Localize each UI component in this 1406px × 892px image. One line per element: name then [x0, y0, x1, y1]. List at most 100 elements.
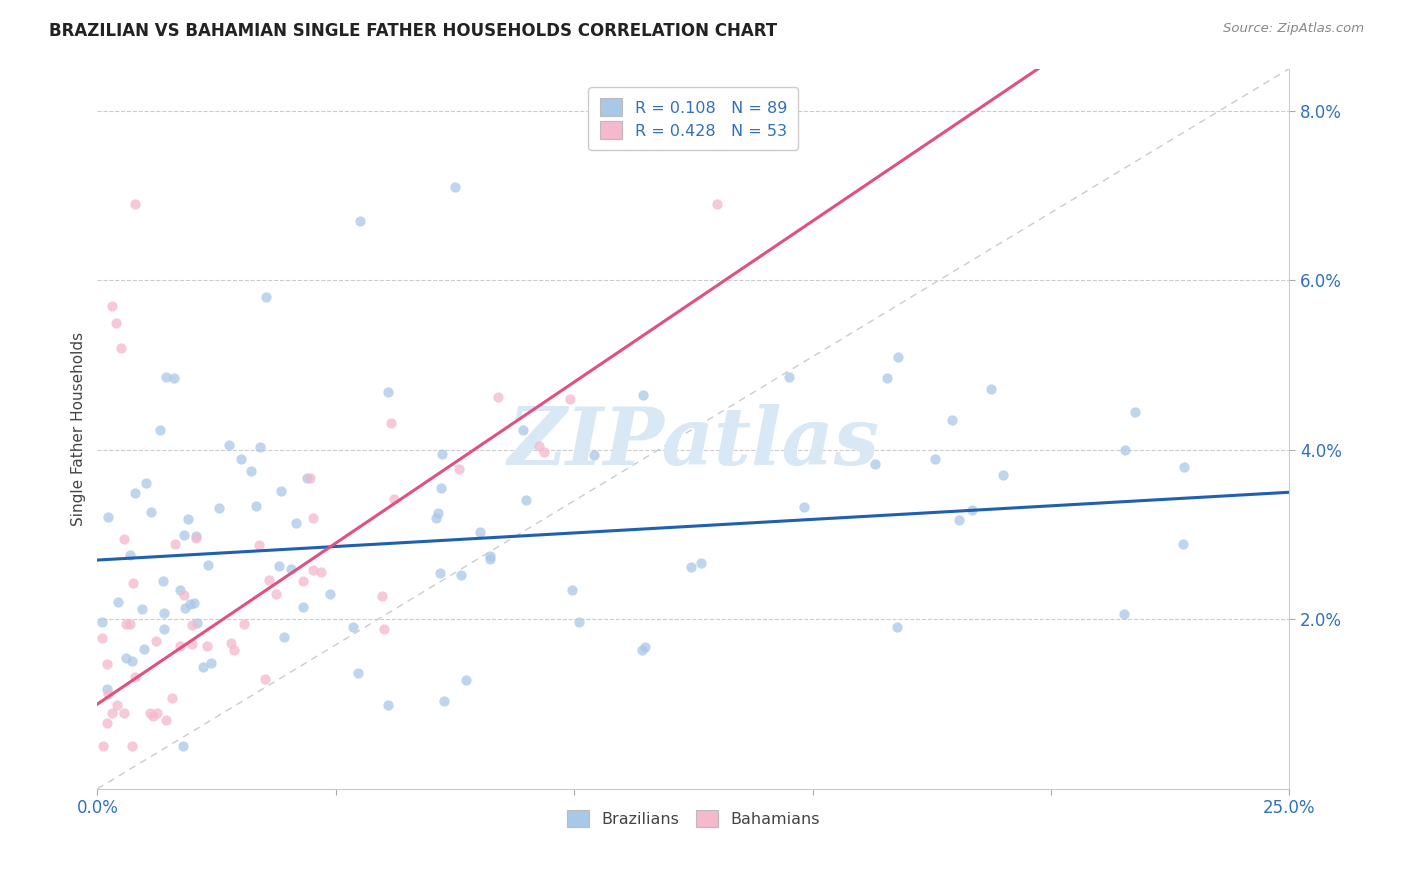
Point [1112, 607, 1135, 621]
Point [980, 382, 1002, 396]
Point [101, 706, 124, 721]
Point [253, 672, 276, 686]
Point [706, 197, 728, 211]
Point [132, 641, 155, 656]
Point [346, 665, 368, 680]
Point [229, 452, 252, 467]
Point [91, 632, 114, 646]
Point [634, 640, 657, 654]
Point [149, 423, 172, 437]
Point [91, 615, 114, 630]
Point [186, 531, 208, 545]
Point [301, 511, 323, 525]
Point [183, 596, 205, 610]
Point [280, 562, 302, 576]
Point [112, 532, 135, 546]
Point [470, 525, 492, 540]
Point [245, 499, 267, 513]
Point [124, 197, 146, 211]
Point [1173, 459, 1195, 474]
Point [233, 616, 256, 631]
Point [309, 566, 332, 580]
Point [292, 574, 315, 588]
Text: ZIPatlas: ZIPatlas [508, 404, 879, 482]
Point [179, 597, 201, 611]
Point [222, 642, 245, 657]
Point [162, 371, 184, 385]
Point [96, 657, 118, 671]
Point [181, 618, 204, 632]
Point [141, 505, 163, 519]
Point [254, 290, 277, 304]
Point [558, 392, 581, 406]
Point [173, 527, 195, 541]
Point [863, 457, 886, 471]
Point [430, 481, 453, 495]
Point [96, 681, 118, 696]
Point [373, 622, 395, 636]
Point [172, 739, 194, 754]
Point [249, 440, 271, 454]
Point [527, 439, 550, 453]
Point [121, 576, 143, 591]
Point [382, 491, 405, 506]
Point [112, 706, 135, 720]
Point [165, 536, 187, 550]
Point [887, 350, 910, 364]
Point [153, 622, 176, 636]
Point [176, 512, 198, 526]
Point [121, 654, 143, 668]
Point [145, 633, 167, 648]
Point [370, 590, 392, 604]
Point [377, 698, 399, 712]
Point [97, 510, 120, 524]
Point [454, 673, 477, 687]
Point [160, 691, 183, 706]
Point [155, 370, 177, 384]
Point [425, 511, 447, 525]
Point [377, 384, 399, 399]
Point [105, 698, 128, 713]
Point [284, 516, 307, 530]
Point [924, 451, 946, 466]
Point [266, 587, 288, 601]
Point [876, 371, 898, 385]
Point [96, 716, 118, 731]
Point [630, 643, 652, 657]
Point [91, 739, 114, 754]
Point [107, 595, 129, 609]
Point [319, 587, 342, 601]
Point [219, 636, 242, 650]
Point [793, 500, 815, 515]
Point [561, 583, 583, 598]
Point [121, 739, 143, 754]
Point [269, 559, 291, 574]
Point [993, 468, 1015, 483]
Point [478, 552, 501, 566]
Point [449, 462, 471, 476]
Point [515, 493, 537, 508]
Point [120, 548, 142, 562]
Point [173, 589, 195, 603]
Point [152, 574, 174, 588]
Point [270, 483, 292, 498]
Point [948, 513, 970, 527]
Point [479, 549, 502, 564]
Point [342, 620, 364, 634]
Point [941, 413, 963, 427]
Text: BRAZILIAN VS BAHAMIAN SINGLE FATHER HOUSEHOLDS CORRELATION CHART: BRAZILIAN VS BAHAMIAN SINGLE FATHER HOUS… [49, 22, 778, 40]
Point [568, 615, 591, 629]
Point [1123, 405, 1146, 419]
Point [131, 601, 153, 615]
Y-axis label: Single Father Households: Single Father Households [72, 332, 86, 525]
Point [105, 316, 128, 330]
Point [218, 438, 240, 452]
Point [486, 390, 509, 404]
Point [174, 600, 197, 615]
Point [886, 620, 908, 634]
Point [142, 709, 165, 723]
Point [197, 640, 219, 654]
Point [689, 556, 711, 570]
Point [429, 566, 451, 580]
Point [124, 670, 146, 684]
